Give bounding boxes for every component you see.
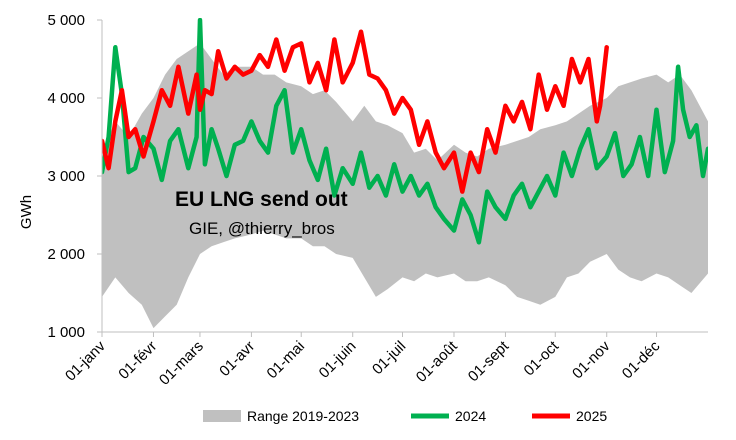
series-line-2024	[102, 18, 708, 245]
plot-area	[102, 18, 708, 329]
y-axis-label: GWh	[18, 195, 35, 229]
chart-title: EU LNG send out	[175, 188, 348, 211]
legend-range-swatch	[203, 410, 241, 422]
chart-subtitle: GIE, @thierry_bros	[189, 219, 335, 238]
y-tick-label: 4 000	[47, 90, 85, 107]
y-tick-label: 1 000	[47, 324, 85, 341]
plot-clip-group	[102, 18, 708, 329]
y-tick-label: 5 000	[47, 12, 85, 29]
legend-range-label: Range 2019-2023	[247, 408, 359, 424]
y-tick-label: 3 000	[47, 168, 85, 185]
legend-2025-label: 2025	[576, 408, 607, 424]
legend-2024-label: 2024	[455, 408, 486, 424]
legend: Range 2019-2023 2024 2025	[203, 408, 607, 424]
y-tick-label: 2 000	[47, 246, 85, 263]
series-line-2025	[102, 29, 609, 194]
